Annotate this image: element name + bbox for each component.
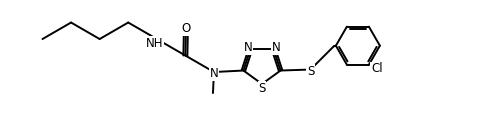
Text: S: S [258,82,266,95]
Text: O: O [181,22,190,35]
Text: Cl: Cl [371,62,383,75]
Text: S: S [307,65,314,78]
Text: NH: NH [146,37,164,50]
Text: N: N [210,67,218,80]
Text: N: N [244,41,252,54]
Text: N: N [271,41,280,54]
